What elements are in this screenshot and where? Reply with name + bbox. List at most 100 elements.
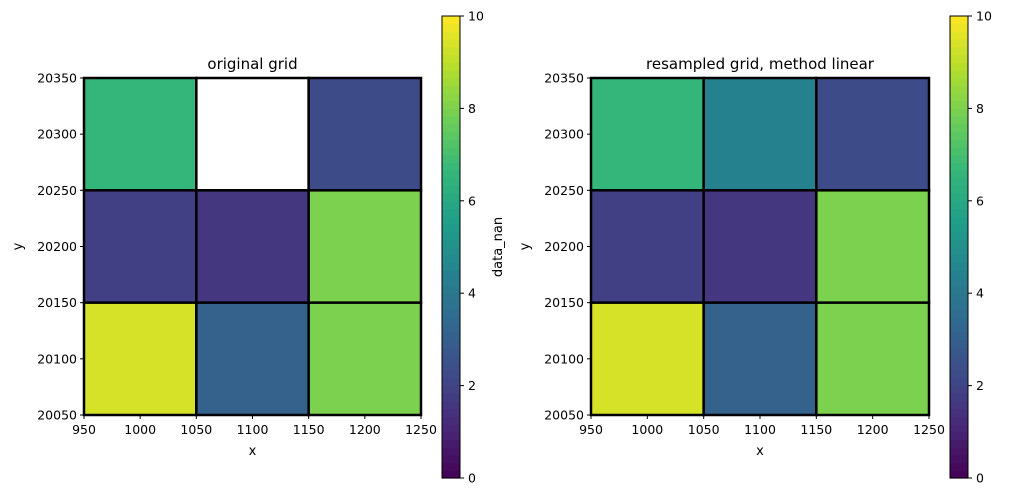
colorbar-segment — [442, 416, 460, 425]
colorbar-segment — [950, 401, 968, 410]
colorbar-segment — [950, 208, 968, 217]
colorbar-segment — [950, 393, 968, 402]
y-tick-label: 20250 — [544, 183, 584, 198]
y-axis-label: y — [518, 242, 533, 250]
heatmap-cell — [82, 189, 198, 304]
colorbar-segment — [442, 462, 460, 471]
colorbar-segment — [442, 285, 460, 294]
heatmap-cell — [82, 76, 198, 192]
heatmap-cell — [702, 301, 818, 417]
colorbar-segment — [442, 470, 460, 479]
colorbar-segment — [950, 262, 968, 271]
x-tick-label: 1100 — [744, 422, 776, 437]
colorbar-segment — [442, 277, 460, 287]
colorbar-segment — [442, 170, 460, 179]
x-tick-label: 1000 — [631, 422, 663, 437]
heatmap-cell — [589, 76, 705, 192]
colorbar-segment — [442, 293, 460, 302]
colorbar-segment — [442, 208, 460, 217]
colorbar-segment — [442, 193, 460, 202]
colorbar-segment — [950, 85, 968, 94]
x-tick-label: 1000 — [124, 422, 156, 437]
x-axis-label: x — [249, 444, 257, 459]
y-axis-label: y — [11, 242, 26, 250]
colorbar-segment — [442, 408, 460, 417]
colorbar-segment — [950, 185, 968, 194]
x-tick-label: 1250 — [913, 422, 945, 437]
colorbar-segment — [442, 401, 460, 410]
y-tick-label: 20350 — [37, 71, 77, 86]
colorbar-segment — [950, 331, 968, 340]
colorbar-segment — [950, 385, 968, 394]
colorbar-segment — [950, 277, 968, 287]
colorbar-segment — [442, 316, 460, 325]
colorbar-segment — [442, 424, 460, 433]
colorbar-segment — [442, 393, 460, 402]
colorbar-segment — [442, 370, 460, 379]
colorbar-segment — [950, 308, 968, 317]
y-tick-label: 20150 — [37, 295, 77, 310]
x-tick-label: 1050 — [688, 422, 720, 437]
colorbar-segment — [442, 23, 460, 32]
colorbar-segment — [950, 339, 968, 348]
colorbar-tick-label: 2 — [976, 378, 984, 393]
colorbar-segment — [442, 216, 460, 225]
colorbar-segment — [950, 316, 968, 325]
colorbar-segment — [442, 200, 460, 210]
colorbar-tick-label: 0 — [976, 471, 984, 486]
colorbar-segment — [442, 108, 460, 117]
colorbar-segment — [950, 270, 968, 279]
colorbar-segment — [950, 223, 968, 233]
colorbar-segment — [950, 300, 968, 310]
colorbar-segment — [442, 300, 460, 310]
colorbar-segment — [442, 254, 460, 263]
heatmap-cell — [307, 301, 423, 417]
y-tick-label: 20100 — [544, 351, 584, 366]
colorbar-segment — [442, 100, 460, 109]
colorbar-segment — [442, 146, 460, 156]
heatmap-cell — [702, 76, 818, 192]
y-tick-label: 20200 — [544, 239, 584, 254]
colorbar-segment — [442, 139, 460, 148]
colorbar-tick-label: 10 — [468, 9, 484, 24]
colorbar-segment — [950, 416, 968, 425]
colorbar-segment — [950, 154, 968, 163]
colorbar-segment — [950, 247, 968, 256]
colorbar-segment — [442, 247, 460, 256]
colorbar-segment — [950, 93, 968, 102]
colorbar-segment — [442, 377, 460, 387]
colorbar-segment — [950, 69, 968, 79]
chart-title: resampled grid, method linear — [646, 55, 875, 73]
colorbar-segment — [950, 200, 968, 210]
heatmap-cell — [195, 189, 310, 304]
colorbar-segment — [950, 293, 968, 302]
colorbar-tick-label: 6 — [468, 193, 476, 208]
colorbar-segment — [950, 462, 968, 471]
x-tick-label: 950 — [72, 422, 96, 437]
colorbar-segment — [950, 216, 968, 225]
colorbar-segment — [442, 177, 460, 186]
colorbar-segment — [442, 447, 460, 456]
colorbar-segment — [442, 385, 460, 394]
y-tick-label: 20200 — [37, 239, 77, 254]
colorbar-segment — [950, 193, 968, 202]
y-tick-label: 20050 — [37, 408, 77, 423]
colorbar-segment — [442, 454, 460, 464]
colorbar-segment — [950, 146, 968, 156]
colorbar-segment — [950, 347, 968, 356]
colorbar-frame — [949, 15, 969, 479]
heatmap-cell-nan — [195, 76, 310, 192]
colorbar-segment — [950, 62, 968, 71]
colorbar-segment — [950, 454, 968, 464]
colorbar-tick-label: 4 — [468, 286, 476, 301]
chart-panel-1: 950 1000 1050 1100 1150 1200 12502005020100201… — [11, 9, 506, 486]
heatmap-cell — [589, 301, 705, 417]
colorbar-segment — [950, 54, 968, 63]
heatmap-cell — [82, 301, 198, 417]
colorbar-segment — [950, 370, 968, 379]
y-tick-label: 20300 — [37, 127, 77, 142]
colorbar-segment — [950, 46, 968, 56]
colorbar-segment — [442, 131, 460, 140]
x-tick-label: 1200 — [349, 422, 381, 437]
